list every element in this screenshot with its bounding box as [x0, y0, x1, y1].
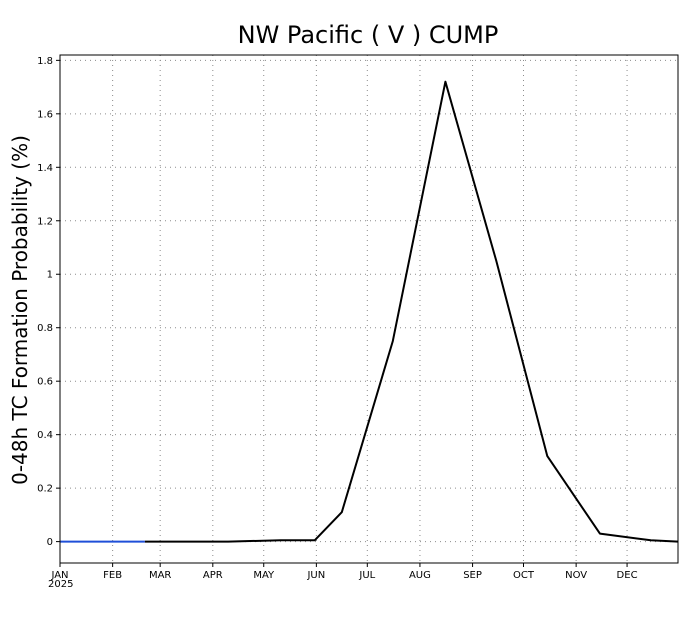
- x-tick-label: SEP: [463, 570, 482, 581]
- x-tick-labels: JAN FEB MAR APR MAY JUN JUL AUG SEP OCT NOV DEC: [50, 563, 638, 581]
- y-tick-label: 0: [47, 537, 53, 548]
- series-layer: [60, 80, 679, 543]
- y-tick-label: 0.2: [37, 484, 53, 495]
- series-line-2: [144, 80, 679, 543]
- x-tick-label: DEC: [617, 570, 638, 581]
- x-tick-label: JAN: [50, 570, 68, 581]
- y-axis-label: 0-48h TC Formation Probability (%): [8, 135, 32, 485]
- y-tick-label: 1: [47, 270, 53, 281]
- x-tick-label: JUN: [306, 570, 325, 581]
- x-tick-label: JUL: [358, 570, 375, 581]
- y-tick-label: 0.8: [37, 323, 53, 334]
- y-tick-labels: 0 0.2 0.4 0.6 0.8 1 1.2 1.4 1.6 1.8: [37, 56, 60, 548]
- y-tick-label: 1.8: [37, 56, 53, 67]
- y-tick-label: 0.4: [37, 430, 53, 441]
- x-tick-label: FEB: [103, 570, 122, 581]
- x-tick-label: OCT: [513, 570, 535, 581]
- x-tick-label: AUG: [409, 570, 431, 581]
- plot-frame: [59, 54, 679, 564]
- y-tick-label: 1.4: [37, 163, 53, 174]
- x-tick-label: NOV: [565, 570, 587, 581]
- chart-title: NW Pacific ( V ) CUMP: [238, 21, 499, 49]
- x-tick-label: MAY: [253, 570, 275, 581]
- x-tick-label: MAR: [149, 570, 171, 581]
- grid: [60, 55, 678, 563]
- x-tick-label: APR: [203, 570, 223, 581]
- y-tick-label: 1.2: [37, 216, 53, 227]
- year-label: 2025: [48, 579, 73, 590]
- y-tick-label: 0.6: [37, 377, 53, 388]
- y-tick-label: 1.6: [37, 109, 53, 120]
